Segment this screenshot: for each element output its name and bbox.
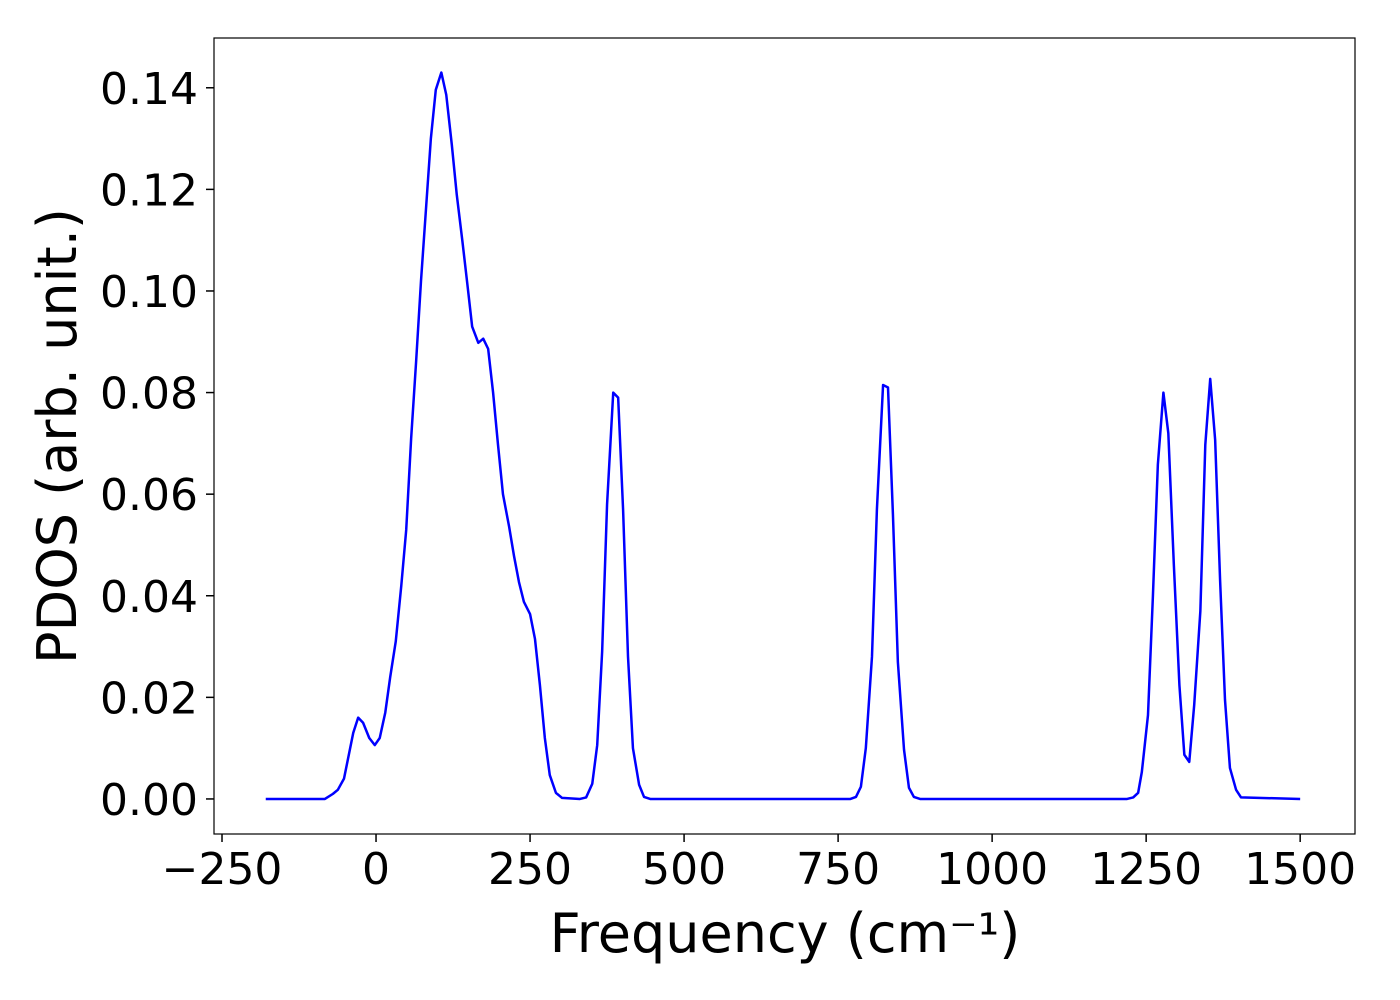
x-tick-label: 750 [796,844,880,895]
x-tick-label: 1500 [1244,844,1356,895]
y-axis-label: PDOS (arb. unit.) [26,208,89,664]
data-line [265,71,1301,801]
y-tick-label: 0.14 [100,64,198,115]
y-tick-label: 0.08 [100,369,198,420]
y-tick-label: 0.02 [100,673,198,724]
x-tick-label: 1000 [936,844,1048,895]
x-tick-label: 0 [362,844,390,895]
y-tick-label: 0.06 [100,470,198,521]
y-tick-label: 0.10 [100,267,198,318]
x-axis-label: Frequency (cm⁻¹) [550,902,1021,965]
x-tick-label: 1250 [1090,844,1202,895]
plot-frame [213,37,1356,835]
y-tick-label: 0.04 [100,572,198,623]
y-tick-label: 0.00 [100,775,198,826]
x-tick-label: 250 [488,844,572,895]
x-tick-label: −250 [162,844,283,895]
y-tick-label: 0.12 [100,165,198,216]
x-tick-label: 500 [642,844,726,895]
